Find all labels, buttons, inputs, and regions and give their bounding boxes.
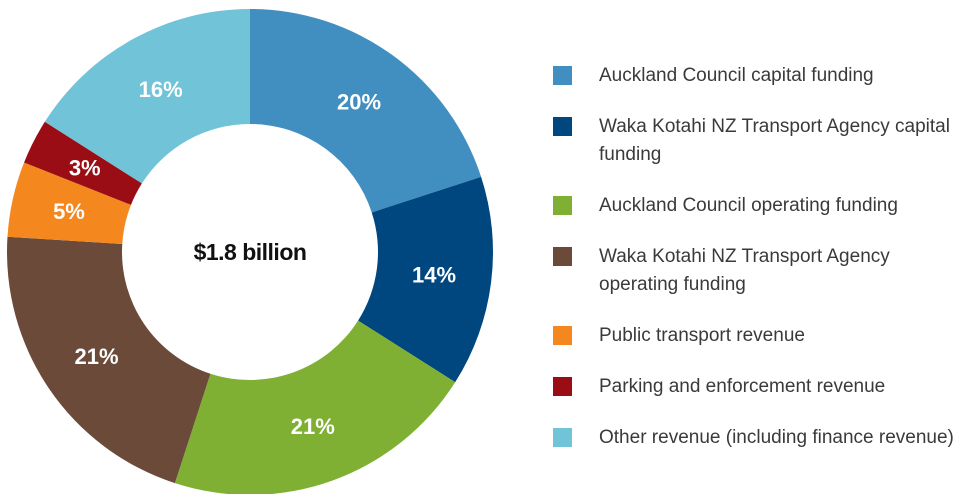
legend-label: Auckland Council operating funding: [599, 195, 898, 216]
legend-item: Parking and enforcement revenue: [553, 373, 961, 401]
donut-segment: [24, 121, 142, 205]
legend-label: Other revenue (including finance revenue…: [599, 427, 954, 448]
legend-label: Public transport revenue: [599, 325, 805, 346]
legend-swatch: [553, 377, 572, 396]
legend-item: Auckland Council capital funding: [553, 62, 961, 90]
legend-swatch: [553, 66, 572, 85]
legend-label: Auckland Council capital funding: [599, 65, 874, 86]
data-label: 3%: [69, 155, 101, 180]
legend-item: Public transport revenue: [553, 322, 961, 350]
legend-label: Parking and enforcement revenue: [599, 376, 886, 397]
data-label: 21%: [75, 344, 119, 369]
donut-segment: [358, 176, 493, 383]
legend-item: Other revenue (including finance revenue…: [553, 424, 961, 452]
data-label: 20%: [337, 89, 381, 114]
legend-item: Auckland Council operating funding: [553, 192, 961, 220]
legend-swatch: [553, 326, 572, 345]
legend-label: Waka Kotahi NZ Transport Agency capital …: [599, 116, 950, 165]
data-label: 5%: [53, 199, 85, 224]
donut-segment: [174, 320, 456, 494]
legend-item: Waka Kotahi NZ Transport Agency operatin…: [553, 243, 961, 299]
legend-swatch: [553, 117, 572, 136]
legend: Auckland Council capital funding Waka Kot…: [553, 62, 961, 452]
data-label: 14%: [412, 263, 456, 288]
center-label: $1.8 billion: [194, 239, 307, 265]
legend-swatch: [553, 428, 572, 447]
donut-segment: [6, 236, 211, 484]
legend-swatch: [553, 196, 572, 215]
chart: 20% 14% 21% 21% 5% 3% 16% $1.8 billion: [6, 9, 493, 494]
data-label: 21%: [291, 414, 335, 439]
legend-swatch: [553, 247, 572, 266]
donut-segment: [250, 9, 482, 213]
legend-label: Waka Kotahi NZ Transport Agency operatin…: [599, 246, 890, 295]
donut-segment: [44, 9, 251, 184]
legend-item: Waka Kotahi NZ Transport Agency capital …: [553, 113, 961, 169]
data-label: 16%: [139, 77, 183, 102]
donut-segment: [7, 162, 131, 244]
